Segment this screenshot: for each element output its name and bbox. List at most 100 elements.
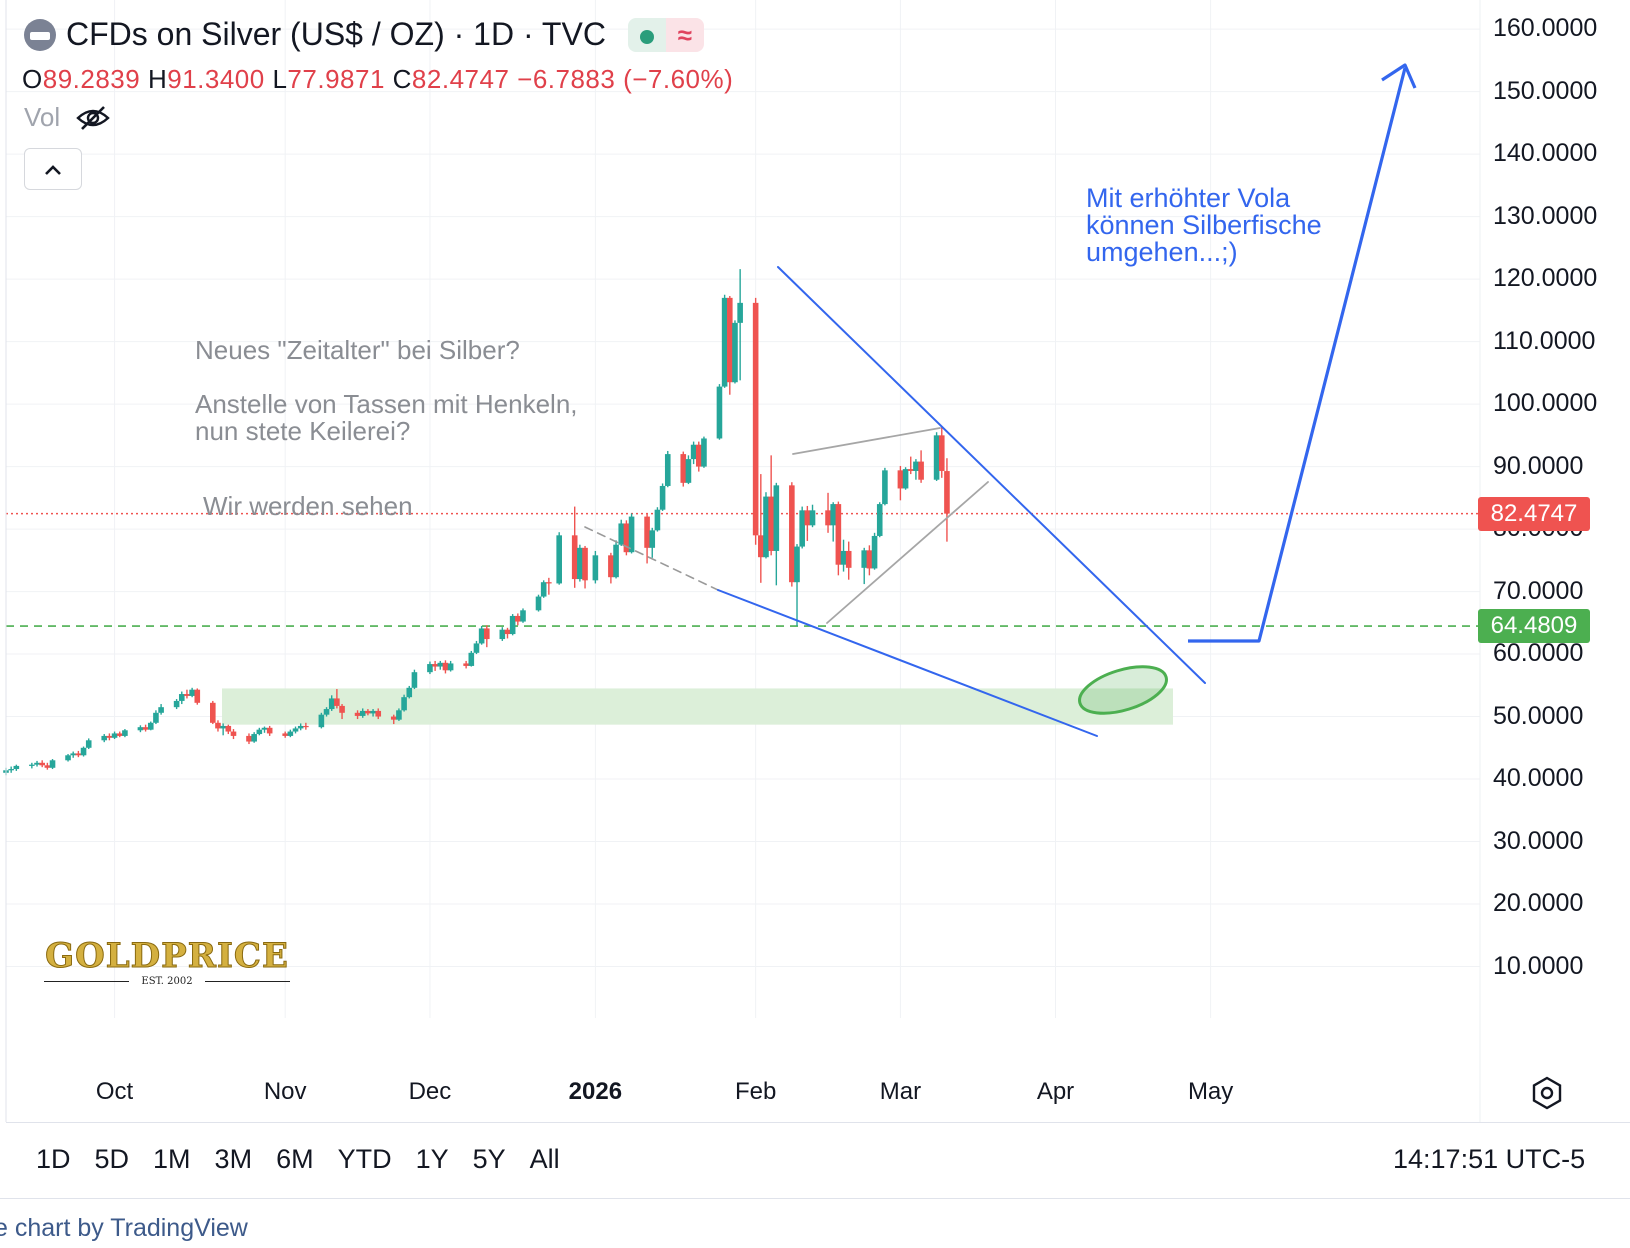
time-tick-label: Oct xyxy=(95,1078,134,1105)
candle-body xyxy=(39,762,45,766)
candle-body xyxy=(649,530,656,548)
price-tick-label: 50.0000 xyxy=(1493,701,1584,730)
candle-body xyxy=(608,555,614,578)
candle-body xyxy=(644,516,650,548)
open-label: O xyxy=(22,64,43,94)
period-button-all[interactable]: All xyxy=(529,1144,560,1174)
period-button-1d[interactable]: 1D xyxy=(36,1144,71,1174)
candle-body xyxy=(758,535,764,558)
candle-body xyxy=(737,302,743,323)
close-value: 82.4747 xyxy=(411,64,510,94)
candle-body xyxy=(907,469,914,471)
candle-body xyxy=(845,550,852,568)
candle-body xyxy=(690,444,697,460)
candle-body xyxy=(29,764,35,766)
candle-body xyxy=(266,727,273,734)
candle-body xyxy=(370,710,376,714)
candle-body xyxy=(520,610,526,622)
period-button-5y[interactable]: 5Y xyxy=(472,1144,506,1174)
candle-body xyxy=(80,747,87,756)
footer-divider xyxy=(0,1198,1630,1199)
market-open-icon xyxy=(627,17,666,52)
candle-body xyxy=(571,535,578,580)
symbol-title[interactable]: CFDs on Silver (US$ / OZ) · 1D · TVC xyxy=(66,16,606,52)
candle-body xyxy=(701,438,707,467)
candle-body xyxy=(902,469,909,489)
price-tick-label: 150.0000 xyxy=(1493,76,1598,105)
price-tick-label: 70.0000 xyxy=(1493,576,1584,605)
time-tick-label: Apr xyxy=(1036,1078,1075,1105)
period-button-1m[interactable]: 1M xyxy=(153,1144,191,1174)
candle-body xyxy=(582,547,588,581)
candle-body xyxy=(504,629,511,635)
period-button-5d[interactable]: 5D xyxy=(94,1144,130,1174)
dashed-support-extension xyxy=(584,526,719,591)
time-tick-label: May xyxy=(1187,1078,1234,1105)
delayed-data-icon: ≈ xyxy=(665,17,704,52)
period-bar xyxy=(6,1122,1630,1199)
annotation-wir: Wir werden sehen xyxy=(203,491,413,521)
candle-body xyxy=(8,769,14,771)
candle-body xyxy=(432,664,438,667)
candle-body xyxy=(194,689,201,703)
price-tick-label: 130.0000 xyxy=(1493,201,1598,230)
period-button-ytd[interactable]: YTD xyxy=(337,1144,392,1174)
low-value: 77.9871 xyxy=(287,64,385,94)
candle-body xyxy=(463,663,469,666)
candle-body xyxy=(406,687,413,698)
upper-trendline xyxy=(777,266,1206,684)
candle-body xyxy=(354,712,361,716)
period-button-1y[interactable]: 1Y xyxy=(415,1144,449,1174)
candle-body xyxy=(297,725,304,729)
brand-est: EST. 2002 xyxy=(32,976,302,987)
candle-body xyxy=(210,702,216,723)
candle-body xyxy=(789,485,795,583)
candle-body xyxy=(913,461,919,471)
candle-body xyxy=(442,662,449,671)
period-button-6m[interactable]: 6M xyxy=(276,1144,314,1174)
candle-body xyxy=(122,730,128,736)
candle-body xyxy=(256,729,263,735)
candle-body xyxy=(773,485,780,551)
candle-body xyxy=(116,733,123,736)
price-tick-label: 100.0000 xyxy=(1493,389,1598,418)
candle-body xyxy=(49,760,56,768)
projection-arrow-head xyxy=(1381,63,1417,89)
candle-body xyxy=(65,755,71,761)
candle-body xyxy=(938,435,945,471)
annotation-anstelle-line1: Anstelle von Tassen mit Henkeln, xyxy=(195,389,578,419)
candle-body xyxy=(215,722,221,729)
candle-body xyxy=(287,731,294,736)
candle-body xyxy=(515,615,521,622)
candle-body xyxy=(328,698,335,710)
candle-body xyxy=(303,725,309,728)
drawings xyxy=(584,63,1417,737)
candle-body xyxy=(147,722,154,730)
eye-hidden-icon[interactable] xyxy=(76,105,110,131)
candle-body xyxy=(546,582,552,584)
candle-body xyxy=(861,550,868,568)
period-button-3m[interactable]: 3M xyxy=(214,1144,253,1174)
settings-icon[interactable] xyxy=(1530,1076,1564,1110)
low-label: L xyxy=(272,64,288,94)
candle-body xyxy=(111,733,118,738)
tradingview-credit[interactable]: e chart by TradingView xyxy=(0,1214,248,1242)
time-tick-label: Feb xyxy=(734,1078,777,1105)
candle-body xyxy=(835,504,842,565)
candle-body xyxy=(246,735,252,742)
candle-body xyxy=(876,504,883,536)
candle-body xyxy=(695,444,702,467)
high-value: 91.3400 xyxy=(167,64,265,94)
candle-body xyxy=(768,496,774,551)
candle-body xyxy=(427,664,433,673)
status-pill[interactable]: ≈ xyxy=(627,17,704,52)
high-label: H xyxy=(147,64,168,94)
candle-body xyxy=(334,698,340,706)
clock[interactable]: 14:17:51 UTC-5 xyxy=(1393,1144,1586,1174)
candle-body xyxy=(468,652,475,666)
candle-body xyxy=(540,582,547,597)
candle-body xyxy=(680,454,687,483)
collapse-legend-button[interactable] xyxy=(24,148,82,190)
candle-body xyxy=(396,710,402,720)
